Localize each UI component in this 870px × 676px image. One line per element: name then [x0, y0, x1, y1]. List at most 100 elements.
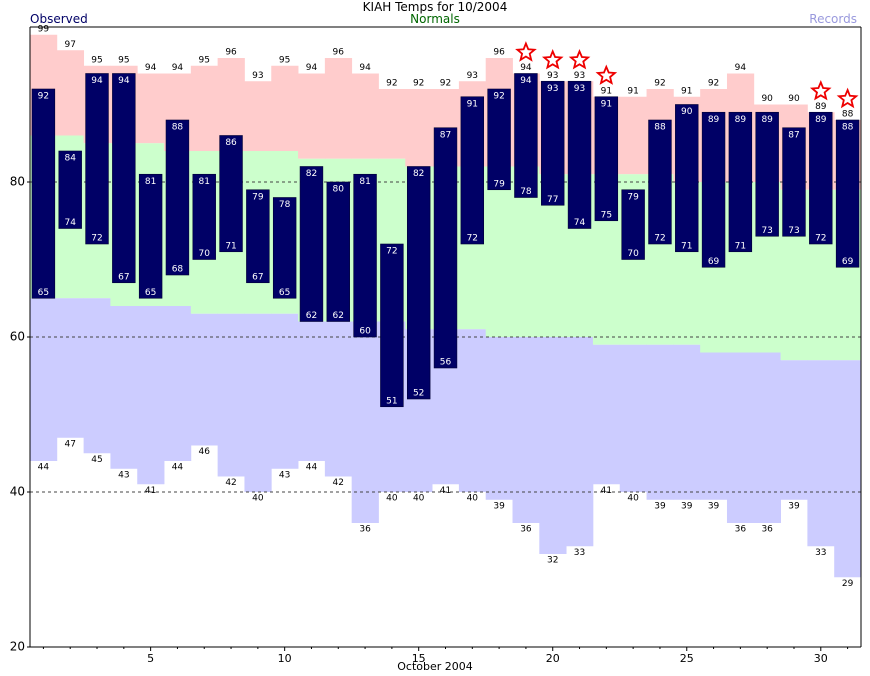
observed-bar: [31, 88, 56, 299]
record-high-label: 92: [440, 79, 451, 89]
record-high-band: [244, 81, 272, 151]
record-low-label: 29: [842, 579, 854, 589]
chart-title: KIAH Temps for 10/2004: [362, 0, 508, 14]
observed-low-label: 60: [359, 327, 371, 337]
record-low-band: [83, 298, 111, 454]
observed-low-label: 72: [91, 234, 102, 244]
observed-high-label: 88: [842, 123, 854, 133]
observed-bar: [246, 189, 270, 284]
record-low-label: 41: [601, 486, 612, 496]
observed-high-label: 79: [252, 192, 264, 202]
record-high-label: 95: [91, 55, 102, 65]
record-low-band: [351, 321, 379, 523]
observed-bar: [433, 127, 458, 369]
observed-high-label: 94: [118, 76, 130, 86]
record-low-label: 45: [91, 455, 102, 465]
observed-low-label: 74: [64, 218, 76, 228]
observed-high-label: 89: [735, 115, 747, 125]
observed-high-label: 89: [708, 115, 720, 125]
observed-high-label: 91: [601, 99, 612, 109]
observed-bar: [85, 73, 109, 245]
record-low-label: 39: [654, 501, 666, 511]
y-tick-label: 60: [10, 330, 25, 344]
record-high-label: 94: [306, 63, 318, 73]
record-low-band: [807, 360, 835, 547]
observed-high-label: 78: [279, 200, 291, 210]
observed-high-label: 91: [467, 99, 478, 109]
observed-low-label: 73: [788, 226, 799, 236]
observed-high-label: 89: [761, 115, 773, 125]
observed-bar: [835, 119, 860, 268]
record-high-band: [56, 50, 85, 136]
record-high-band: [137, 73, 165, 144]
observed-low-label: 70: [199, 249, 211, 259]
observed-low-label: 73: [761, 226, 772, 236]
record-low-label: 33: [574, 548, 585, 558]
observed-high-label: 94: [520, 76, 532, 86]
observed-bar: [648, 119, 672, 245]
observed-high-label: 72: [386, 247, 397, 257]
observed-high-label: 84: [64, 154, 76, 164]
observed-high-label: 93: [574, 84, 585, 94]
record-low-label: 44: [306, 463, 318, 473]
x-tick-label: 25: [680, 652, 694, 665]
observed-low-label: 67: [252, 272, 263, 282]
record-low-band: [271, 313, 299, 469]
record-high-band: [190, 65, 219, 151]
observed-low-label: 52: [413, 389, 424, 399]
observed-low-label: 71: [225, 241, 236, 251]
observed-low-label: 70: [627, 249, 639, 259]
observed-low-label: 79: [493, 179, 505, 189]
observed-high-label: 87: [440, 130, 451, 140]
observed-high-label: 89: [815, 115, 827, 125]
record-low-band: [512, 337, 540, 523]
record-low-label: 40: [386, 494, 398, 504]
observed-bar: [219, 135, 243, 253]
observed-bar: [701, 111, 726, 268]
record-low-band: [324, 321, 353, 477]
observed-high-label: 87: [788, 130, 799, 140]
record-low-label: 47: [64, 439, 75, 449]
record-low-band: [190, 313, 219, 446]
record-low-label: 32: [547, 556, 558, 566]
record-low-label: 43: [118, 470, 129, 480]
record-low-label: 42: [333, 478, 344, 488]
observed-high-label: 88: [654, 123, 666, 133]
record-low-label: 39: [681, 501, 693, 511]
record-low-label: 36: [735, 525, 747, 535]
record-low-band: [646, 344, 674, 500]
record-high-label: 93: [547, 71, 558, 81]
x-axis-label: October 2004: [397, 660, 473, 673]
record-high-band: [298, 73, 326, 159]
observed-bar: [728, 111, 753, 253]
record-high-label: 93: [467, 71, 478, 81]
record-star-icon: [515, 41, 537, 62]
observed-bar: [460, 96, 485, 245]
y-tick-label: 40: [10, 485, 25, 499]
record-high-band: [351, 73, 379, 159]
observed-bar: [58, 150, 82, 229]
observed-high-label: 86: [225, 138, 237, 148]
record-high-label: 91: [627, 86, 638, 96]
observed-low-label: 77: [547, 195, 558, 205]
record-low-label: 40: [627, 494, 639, 504]
observed-high-label: 79: [627, 192, 639, 202]
legend-normals: Normals: [410, 12, 460, 26]
observed-low-label: 65: [145, 288, 156, 298]
record-star-icon: [809, 79, 832, 101]
record-low-label: 44: [172, 463, 184, 473]
record-low-band: [217, 313, 245, 477]
observed-bar: [514, 73, 538, 198]
observed-low-label: 67: [118, 272, 129, 282]
observed-high-label: 82: [413, 169, 424, 179]
record-low-band: [834, 360, 862, 578]
record-high-label: 95: [118, 55, 129, 65]
observed-low-label: 72: [654, 234, 665, 244]
observed-low-label: 78: [520, 187, 532, 197]
observed-low-label: 71: [735, 241, 746, 251]
record-low-label: 36: [359, 525, 371, 535]
record-high-label: 90: [788, 94, 800, 104]
record-high-label: 94: [520, 63, 532, 73]
record-low-band: [700, 352, 728, 500]
record-low-band: [592, 344, 621, 485]
